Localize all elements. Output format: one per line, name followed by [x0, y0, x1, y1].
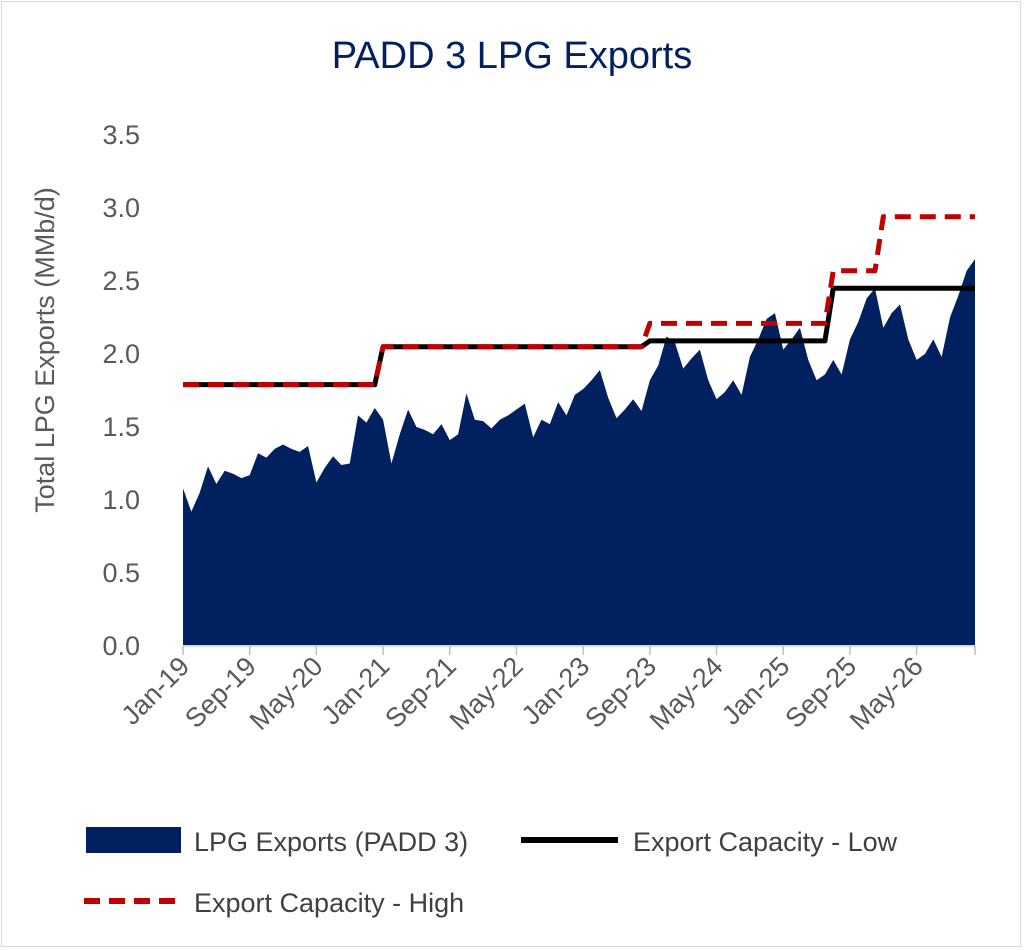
y-tick-label: 3.0	[102, 193, 140, 223]
legend: LPG Exports (PADD 3) Export Capacity - Lo…	[84, 827, 898, 918]
legend-label-capacity-low: Export Capacity - Low	[633, 827, 898, 857]
series-export-capacity-high-line	[183, 214, 975, 388]
chart-title: PADD 3 LPG Exports	[332, 35, 692, 77]
x-tick-label: Jan-23	[516, 651, 596, 731]
x-tick-label: Jan-19	[116, 651, 196, 731]
y-axis-label: Total LPG Exports (MMb/d)	[30, 187, 60, 513]
series-export-capacity-low-line	[183, 285, 975, 388]
legend-label-capacity-high: Export Capacity - High	[194, 888, 464, 918]
plot-area: 0.00.51.01.52.02.53.03.5Jan-19Sep-19May-…	[102, 120, 976, 736]
y-tick-label: 1.0	[102, 485, 140, 515]
y-tick-label: 0.0	[102, 631, 140, 661]
x-tick-label: May-20	[244, 651, 329, 736]
x-tick-label: Jan-25	[716, 651, 796, 731]
legend-swatch-lpg-exports	[86, 827, 181, 853]
x-tick-label: May-24	[644, 651, 729, 736]
y-tick-label: 0.5	[102, 558, 140, 588]
legend-label-lpg-exports: LPG Exports (PADD 3)	[194, 827, 468, 857]
y-tick-label: 2.0	[102, 339, 140, 369]
y-tick-label: 1.5	[102, 412, 140, 442]
x-tick-label: May-26	[844, 651, 929, 736]
series-lpg-exports-area	[183, 259, 975, 646]
y-tick-label: 3.5	[102, 120, 140, 150]
y-tick-label: 2.5	[102, 266, 140, 296]
x-tick-label: Jan-21	[316, 651, 396, 731]
x-tick-label: May-22	[444, 651, 529, 736]
